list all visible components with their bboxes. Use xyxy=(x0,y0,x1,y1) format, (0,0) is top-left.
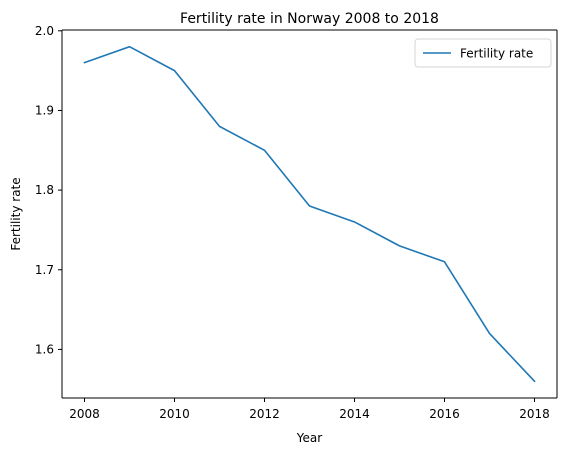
x-ticks: 2008 2010 2012 2014 2016 2018 xyxy=(69,398,550,421)
y-ticks: 1.6 1.7 1.8 1.9 2.0 xyxy=(35,24,62,356)
x-tick-label: 2008 xyxy=(69,407,100,421)
plot-frame xyxy=(61,29,558,399)
y-tick-label: 1.7 xyxy=(35,263,54,277)
y-tick-label: 1.9 xyxy=(35,103,54,117)
y-tick-label: 1.6 xyxy=(35,342,54,356)
legend-label-fertility-rate: Fertility rate xyxy=(460,47,533,61)
x-tick-label: 2012 xyxy=(249,407,280,421)
series-line-fertility-rate xyxy=(83,45,536,383)
legend-box xyxy=(414,38,552,68)
y-axis-label: Fertility rate xyxy=(9,177,23,250)
x-tick-label: 2016 xyxy=(429,407,460,421)
x-tick-label: 2018 xyxy=(519,407,550,421)
plot-area xyxy=(62,30,557,398)
y-tick-label: 2.0 xyxy=(35,24,54,38)
x-tick-label: 2014 xyxy=(339,407,370,421)
chart-title: Fertility rate in Norway 2008 to 2018 xyxy=(180,11,439,27)
legend: Fertility rate xyxy=(414,38,552,68)
x-axis-label: Year xyxy=(296,431,322,445)
x-tick-label: 2010 xyxy=(159,407,190,421)
y-tick-label: 1.8 xyxy=(35,183,54,197)
